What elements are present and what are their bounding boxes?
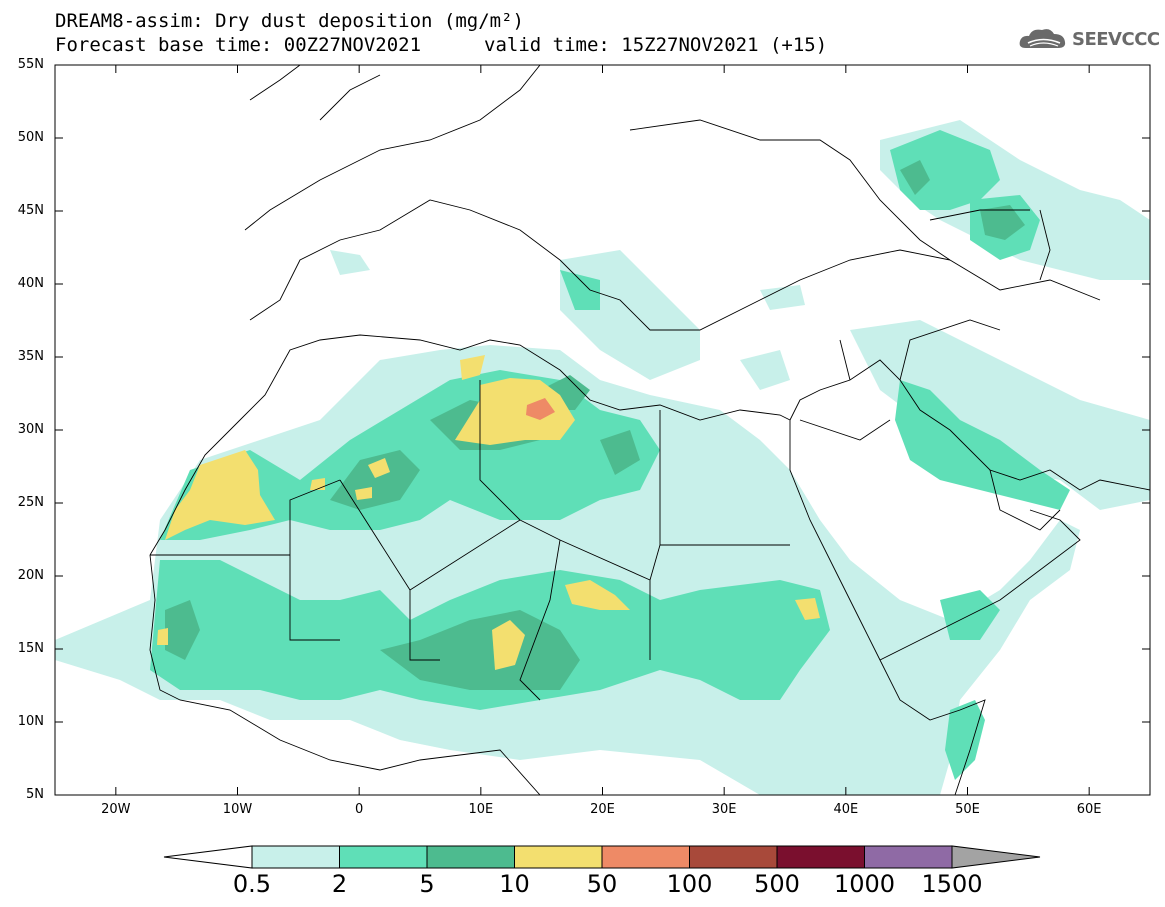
lat-label: 15N bbox=[17, 641, 44, 656]
lat-label: 30N bbox=[17, 422, 44, 437]
forecast-base-time: Forecast base time: 00Z27NOV2021 bbox=[55, 34, 422, 56]
dust-level-10-50 bbox=[157, 355, 820, 670]
colorbar-swatch bbox=[601, 845, 690, 869]
lon-label: 60E bbox=[1076, 802, 1102, 817]
lon-label: 20E bbox=[590, 802, 615, 817]
dust-level-50-100 bbox=[526, 398, 555, 420]
colorbar-swatch bbox=[514, 845, 603, 869]
dust-contours bbox=[55, 120, 1150, 795]
logo-text: SEEVCCC bbox=[1072, 28, 1160, 50]
axis-ticks bbox=[55, 64, 1150, 796]
colorbar-level-label: 50 bbox=[586, 870, 618, 898]
colorbar-under-triangle bbox=[163, 845, 253, 869]
lat-label: 35N bbox=[17, 349, 44, 364]
lat-label: 25N bbox=[17, 495, 44, 510]
lon-label: 40E bbox=[833, 802, 859, 817]
colorbar-swatch bbox=[864, 845, 953, 869]
lon-label: 10W bbox=[222, 802, 253, 817]
lat-label: 40N bbox=[17, 276, 44, 291]
colorbar-swatch bbox=[426, 845, 515, 869]
cloud-icon bbox=[1019, 29, 1066, 48]
lon-label: 10E bbox=[468, 802, 494, 817]
colorbar-swatch bbox=[339, 845, 428, 869]
seevccc-logo: SEEVCCC bbox=[1018, 26, 1160, 52]
lat-label: 55N bbox=[17, 57, 44, 72]
lat-label: 50N bbox=[17, 130, 44, 145]
colorbar bbox=[163, 845, 1041, 869]
lat-label: 20N bbox=[17, 568, 44, 583]
coastlines bbox=[149, 65, 1150, 795]
colorbar-level-label: 5 bbox=[419, 870, 435, 898]
colorbar-swatch bbox=[689, 845, 778, 869]
lon-label: 20W bbox=[101, 802, 131, 817]
colorbar-level-label: 10 bbox=[499, 870, 530, 898]
colorbar-swatch bbox=[776, 845, 865, 869]
colorbar-level-label: 1000 bbox=[833, 870, 896, 898]
colorbar-level-label: 0.5 bbox=[232, 870, 272, 898]
lat-label: 10N bbox=[17, 714, 44, 729]
colorbar-level-label: 100 bbox=[666, 870, 713, 898]
valid-time: valid time: 15Z27NOV2021 (+15) bbox=[484, 34, 828, 56]
colorbar-swatch bbox=[251, 845, 340, 869]
colorbar-level-label: 2 bbox=[331, 870, 348, 898]
lon-label: 50E bbox=[955, 802, 980, 817]
colorbar-level-label: 500 bbox=[754, 870, 800, 898]
lon-label: 30E bbox=[711, 802, 737, 817]
lat-label: 45N bbox=[17, 203, 44, 218]
lon-label: 0 bbox=[355, 802, 364, 817]
colorbar-over-triangle bbox=[951, 845, 1041, 869]
colorbar-level-label: 1500 bbox=[921, 870, 983, 898]
lat-label: 5N bbox=[26, 787, 44, 802]
map-title: DREAM8-assim: Dry dust deposition (mg/m²… bbox=[55, 10, 524, 32]
